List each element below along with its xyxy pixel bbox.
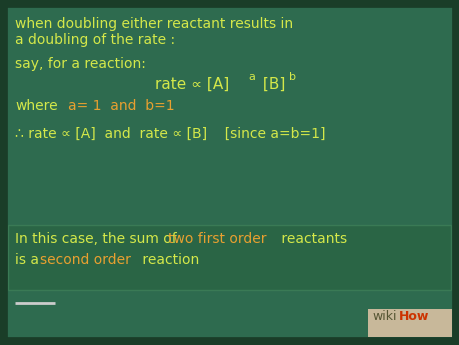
- Text: a= 1  and  b=1: a= 1 and b=1: [68, 99, 174, 113]
- Text: In this case, the sum of: In this case, the sum of: [15, 232, 181, 246]
- Text: wiki: wiki: [371, 310, 396, 323]
- Text: second order: second order: [40, 253, 131, 267]
- Text: reactants: reactants: [276, 232, 347, 246]
- Text: reaction: reaction: [138, 253, 199, 267]
- Text: How: How: [398, 310, 428, 323]
- Text: is a: is a: [15, 253, 43, 267]
- FancyBboxPatch shape: [8, 225, 450, 290]
- Text: [B]: [B]: [257, 77, 285, 92]
- FancyBboxPatch shape: [367, 309, 451, 337]
- Text: say, for a reaction:: say, for a reaction:: [15, 57, 146, 71]
- Text: when doubling either reactant results in: when doubling either reactant results in: [15, 17, 292, 31]
- Text: rate ∝ [A]: rate ∝ [A]: [155, 77, 229, 92]
- Text: b: b: [288, 72, 295, 82]
- Text: ∴ rate ∝ [A]  and  rate ∝ [B]    [since a=b=1]: ∴ rate ∝ [A] and rate ∝ [B] [since a=b=1…: [15, 127, 325, 141]
- Text: where: where: [15, 99, 57, 113]
- Text: a: a: [247, 72, 254, 82]
- Text: a doubling of the rate :: a doubling of the rate :: [15, 33, 175, 47]
- Text: two first order: two first order: [168, 232, 266, 246]
